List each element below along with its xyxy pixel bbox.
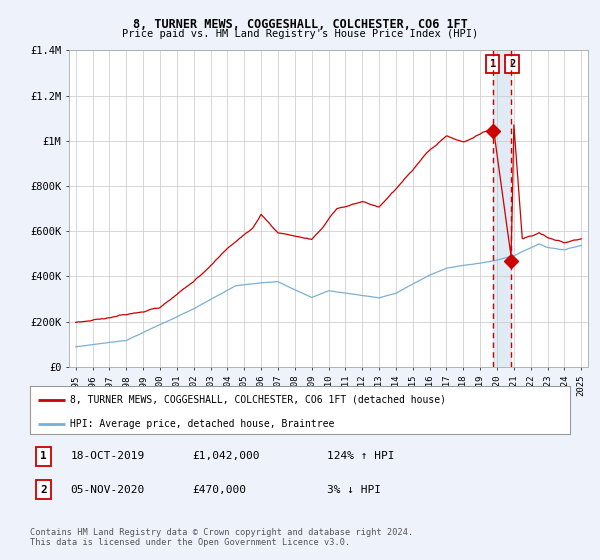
Text: 8, TURNER MEWS, COGGESHALL, COLCHESTER, CO6 1FT (detached house): 8, TURNER MEWS, COGGESHALL, COLCHESTER, … bbox=[71, 395, 446, 405]
Text: £470,000: £470,000 bbox=[192, 485, 246, 494]
Text: HPI: Average price, detached house, Braintree: HPI: Average price, detached house, Brai… bbox=[71, 418, 335, 428]
Text: 05-NOV-2020: 05-NOV-2020 bbox=[71, 485, 145, 494]
Text: £1,042,000: £1,042,000 bbox=[192, 451, 260, 461]
Text: Contains HM Land Registry data © Crown copyright and database right 2024.
This d: Contains HM Land Registry data © Crown c… bbox=[30, 528, 413, 547]
Text: 1: 1 bbox=[490, 59, 496, 69]
Text: 3% ↓ HPI: 3% ↓ HPI bbox=[327, 485, 381, 494]
Bar bbox=[493, 50, 511, 367]
Text: 18-OCT-2019: 18-OCT-2019 bbox=[71, 451, 145, 461]
Text: Price paid vs. HM Land Registry's House Price Index (HPI): Price paid vs. HM Land Registry's House … bbox=[122, 29, 478, 39]
Text: 1: 1 bbox=[40, 451, 47, 461]
Text: 8, TURNER MEWS, COGGESHALL, COLCHESTER, CO6 1FT: 8, TURNER MEWS, COGGESHALL, COLCHESTER, … bbox=[133, 18, 467, 31]
Text: 124% ↑ HPI: 124% ↑ HPI bbox=[327, 451, 395, 461]
Text: 2: 2 bbox=[509, 59, 515, 69]
Text: 2: 2 bbox=[40, 485, 47, 494]
